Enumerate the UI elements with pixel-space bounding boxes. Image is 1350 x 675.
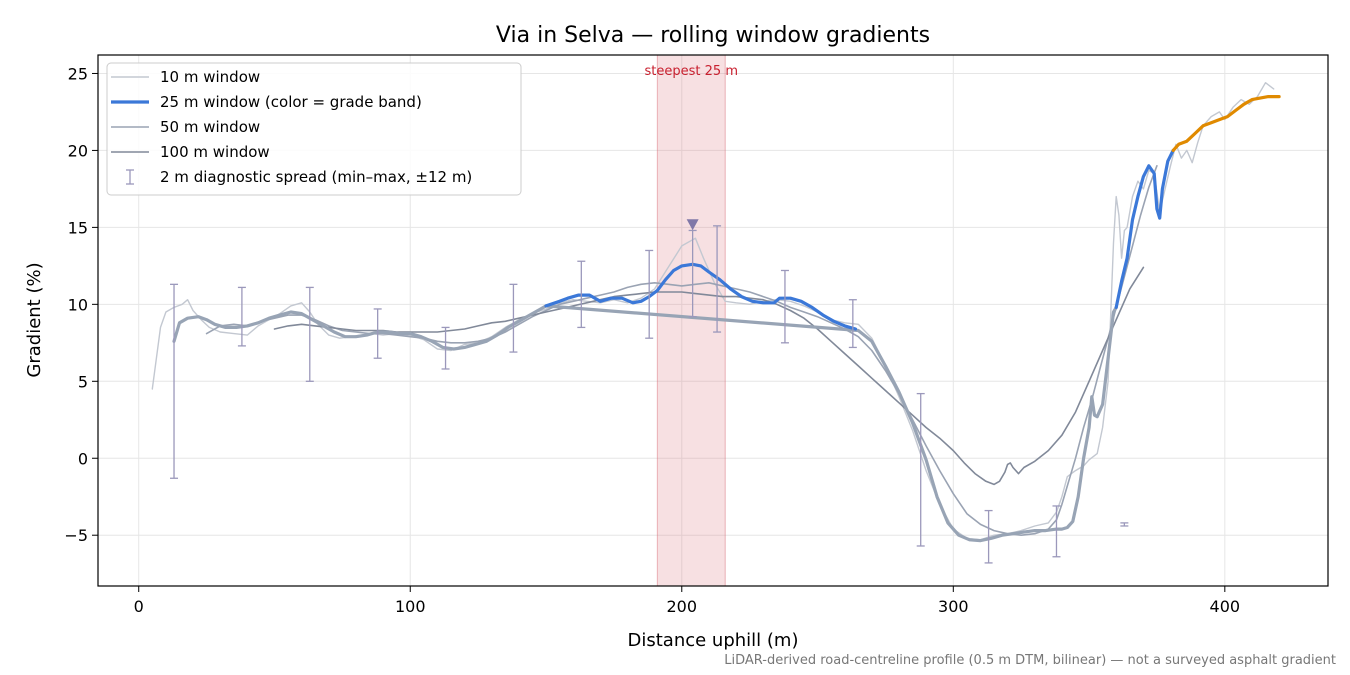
- y-tick-label: 15: [68, 218, 88, 237]
- series-line-w10: [151, 82, 1275, 541]
- x-tick-label: 300: [938, 597, 969, 616]
- y-tick-label: 10: [68, 295, 88, 314]
- chart-title: Via in Selva — rolling window gradients: [496, 23, 930, 48]
- x-tick-label: 0: [134, 597, 144, 616]
- y-tick-label: −5: [64, 526, 88, 545]
- legend-label: 2 m diagnostic spread (min–max, ±12 m): [160, 168, 472, 186]
- series-line-w25_orange: [1171, 95, 1281, 152]
- x-axis-label: Distance uphill (m): [628, 630, 799, 651]
- legend-label: 50 m window: [160, 118, 260, 136]
- series-line-w25_base: [172, 304, 1118, 543]
- series-line-w100: [273, 266, 1145, 486]
- x-tick-label: 200: [667, 597, 698, 616]
- legend-box: [106, 62, 522, 196]
- steepest-band-label: steepest 25 m: [645, 64, 738, 79]
- y-tick-label: 0: [78, 449, 88, 468]
- series-group: [151, 82, 1281, 543]
- y-tick-label: 5: [78, 372, 88, 391]
- legend-label: 25 m window (color = grade band): [160, 93, 422, 111]
- x-tick-label: 400: [1210, 597, 1241, 616]
- x-tick-label: 100: [395, 597, 426, 616]
- legend-label: 100 m window: [160, 143, 270, 161]
- y-tick-label: 20: [68, 141, 88, 160]
- series-line-w25_blue: [1114, 148, 1175, 309]
- footnote: LiDAR-derived road-centreline profile (0…: [724, 653, 1336, 668]
- series-line-w25_blue: [544, 262, 858, 331]
- y-tick-label: 25: [68, 64, 88, 83]
- legend-label: 10 m window: [160, 68, 260, 86]
- plot-area: steepest 25 m 0 100 200 300 400 −5 0 5 10 15 20 25 10…: [64, 54, 1329, 616]
- y-axis-label: Gradient (%): [24, 262, 45, 377]
- peak-marker: [686, 219, 699, 231]
- plot-frame: [97, 54, 1329, 587]
